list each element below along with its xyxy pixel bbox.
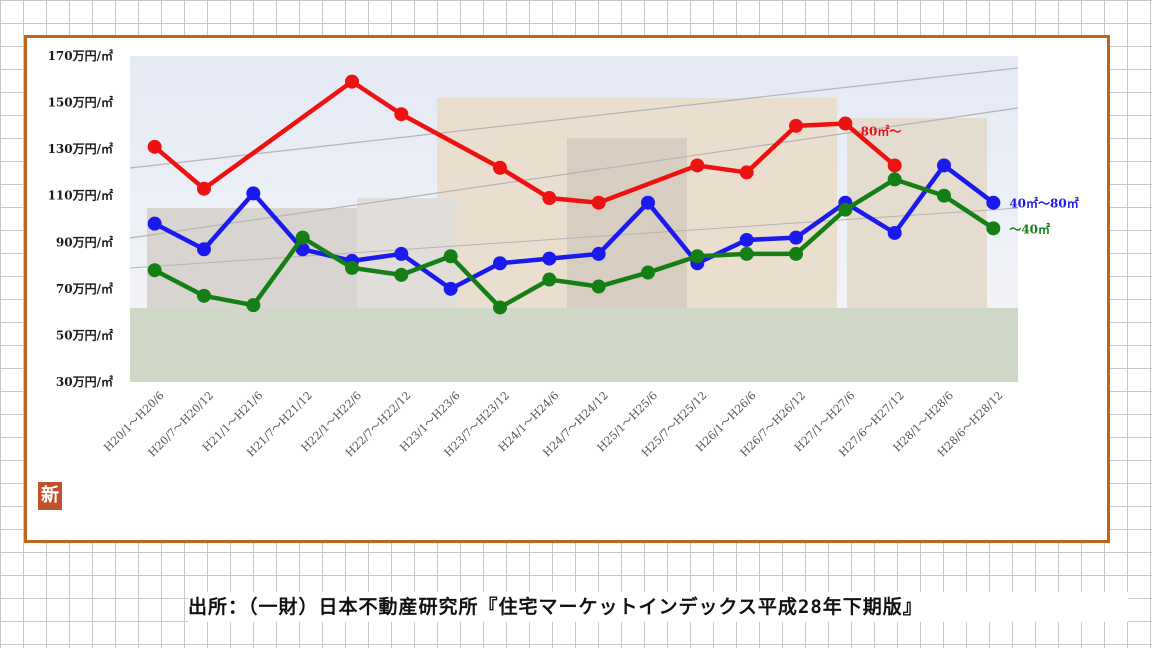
- y-tick-label: 90万円/㎡: [56, 234, 113, 249]
- data-point: [887, 225, 902, 240]
- series-label: 80㎡～: [861, 123, 902, 138]
- data-point: [147, 216, 162, 231]
- series-layer: [147, 74, 1001, 315]
- data-point: [690, 249, 705, 264]
- chart-frame: 170万円/㎡ 150万円/㎡ 130万円/㎡ 110万円/㎡ 90万円/㎡ 70万円/㎡…: [24, 35, 1110, 543]
- source-note: 出所：（一財）日本不動産研究所『住宅マーケットインデックス平成28年下期版』: [188, 592, 1128, 622]
- data-point: [345, 74, 359, 89]
- data-point: [591, 246, 606, 261]
- data-point: [887, 172, 902, 187]
- data-point: [838, 202, 853, 217]
- data-point: [246, 298, 261, 313]
- y-tick-label: 70万円/㎡: [56, 281, 113, 296]
- y-axis: 170万円/㎡ 150万円/㎡ 130万円/㎡ 110万円/㎡ 90万円/㎡ 70万円/㎡…: [48, 48, 113, 389]
- data-point: [394, 246, 409, 261]
- series-line: [153, 79, 897, 205]
- series-label: 40㎡～80㎡: [1009, 196, 1078, 211]
- data-point: [542, 272, 557, 287]
- data-point: [641, 195, 655, 210]
- data-point: [789, 230, 803, 245]
- series-labels: 80㎡～ 40㎡～80㎡ ～40㎡: [861, 123, 1079, 236]
- data-point: [690, 158, 705, 173]
- price-line-chart: 170万円/㎡ 150万円/㎡ 130万円/㎡ 110万円/㎡ 90万円/㎡ 70万円/㎡…: [48, 48, 1079, 459]
- data-point: [295, 230, 310, 245]
- data-point: [887, 158, 902, 173]
- y-tick-label: 150万円/㎡: [48, 95, 113, 110]
- data-point: [739, 246, 754, 261]
- series-2: [147, 172, 1001, 315]
- data-point: [739, 232, 754, 247]
- data-point: [197, 242, 211, 257]
- series-label: ～40㎡: [1009, 221, 1050, 236]
- y-tick-label: 170万円/㎡: [48, 48, 113, 63]
- data-point: [246, 186, 261, 201]
- data-point: [739, 165, 754, 180]
- series-line: [153, 177, 995, 310]
- data-point: [591, 195, 606, 210]
- data-point: [147, 139, 162, 154]
- data-point: [493, 300, 507, 315]
- data-point: [394, 107, 409, 122]
- series-1: [147, 158, 1001, 296]
- data-point: [394, 267, 409, 282]
- data-point: [493, 256, 507, 271]
- data-point: [542, 191, 557, 206]
- y-tick-label: 130万円/㎡: [48, 141, 113, 156]
- data-point: [542, 251, 557, 266]
- y-tick-label: 30万円/㎡: [56, 374, 113, 389]
- logo-badge: 新: [38, 482, 62, 510]
- data-point: [789, 118, 803, 133]
- data-point: [197, 288, 211, 303]
- series-line: [153, 163, 995, 292]
- y-tick-label: 50万円/㎡: [56, 327, 113, 342]
- data-point: [147, 263, 162, 278]
- data-point: [443, 281, 458, 296]
- y-tick-label: 110万円/㎡: [48, 188, 113, 203]
- data-point: [789, 246, 803, 261]
- data-point: [591, 279, 606, 294]
- data-point: [493, 160, 507, 175]
- data-point: [986, 221, 1001, 236]
- series-0: [147, 74, 902, 210]
- data-point: [197, 181, 211, 196]
- data-point: [641, 265, 655, 280]
- x-axis: H20/1～H20/6H20/7～H20/12H21/1～H21/6H21/7～…: [101, 389, 1005, 459]
- data-point: [838, 116, 853, 131]
- data-point: [345, 260, 359, 275]
- data-point: [443, 249, 458, 264]
- data-point: [937, 188, 951, 203]
- data-point: [986, 195, 1001, 210]
- data-point: [937, 158, 951, 173]
- background-photo: [129, 56, 1019, 382]
